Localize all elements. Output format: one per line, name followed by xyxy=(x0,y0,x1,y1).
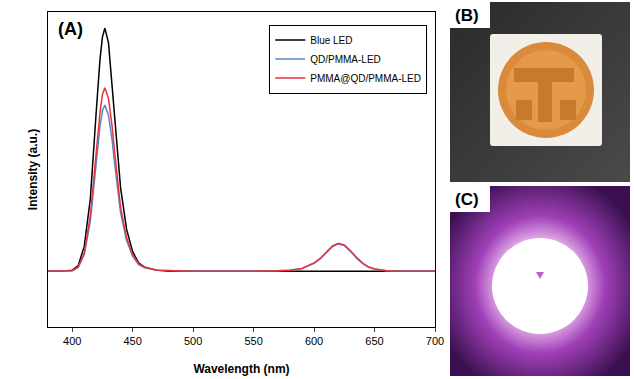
svg-text:600: 600 xyxy=(305,335,323,347)
svg-text:450: 450 xyxy=(123,335,141,347)
svg-text:QD/PMMA-LED: QD/PMMA-LED xyxy=(310,54,381,65)
svg-text:(B): (B) xyxy=(455,6,479,25)
svg-text:PMMA@QD/PMMA-LED: PMMA@QD/PMMA-LED xyxy=(310,73,421,84)
svg-text:Wavelength (nm): Wavelength (nm) xyxy=(193,362,289,376)
svg-text:700: 700 xyxy=(426,335,444,347)
svg-text:Intensity (a.u.): Intensity (a.u.) xyxy=(26,129,40,210)
svg-text:400: 400 xyxy=(63,335,81,347)
svg-text:Blue LED: Blue LED xyxy=(310,35,352,46)
svg-text:650: 650 xyxy=(365,335,383,347)
svg-text:500: 500 xyxy=(184,335,202,347)
svg-text:550: 550 xyxy=(244,335,262,347)
svg-text:(A): (A) xyxy=(58,19,83,39)
svg-text:(C): (C) xyxy=(455,190,479,209)
